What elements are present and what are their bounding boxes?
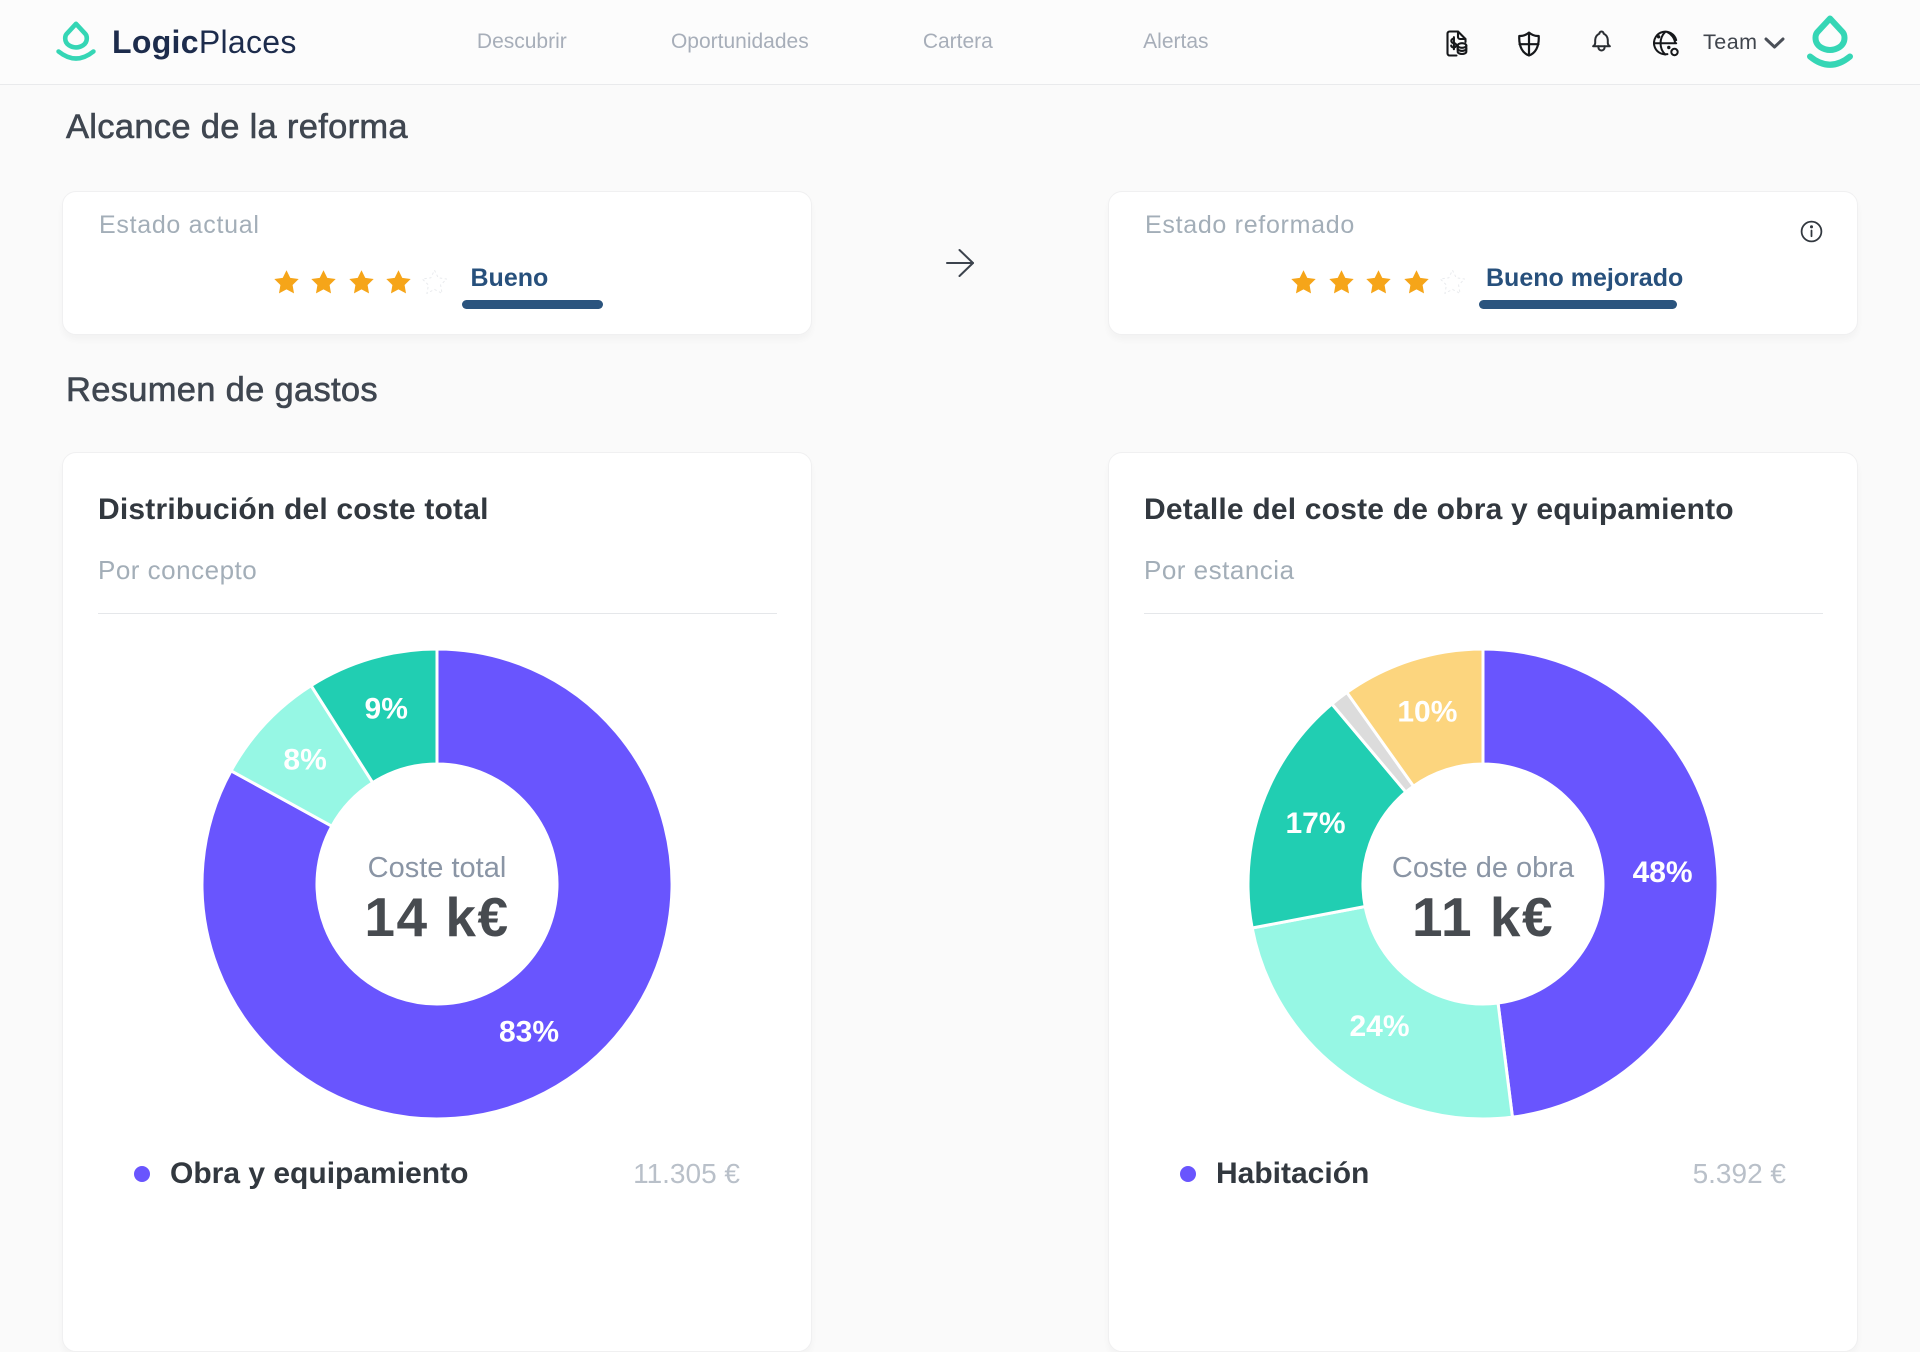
svg-text:10%: 10% <box>1397 695 1457 728</box>
svg-text:83%: 83% <box>499 1016 559 1049</box>
svg-text:17%: 17% <box>1285 807 1345 840</box>
svg-text:24%: 24% <box>1349 1010 1409 1043</box>
svg-text:8%: 8% <box>283 744 326 777</box>
svg-text:14 k€: 14 k€ <box>364 886 509 948</box>
svg-text:Coste total: Coste total <box>368 852 507 884</box>
svg-text:48%: 48% <box>1633 856 1693 889</box>
svg-text:Coste de obra: Coste de obra <box>1392 852 1575 884</box>
svg-text:11 k€: 11 k€ <box>1412 886 1554 948</box>
svg-text:9%: 9% <box>365 693 408 726</box>
